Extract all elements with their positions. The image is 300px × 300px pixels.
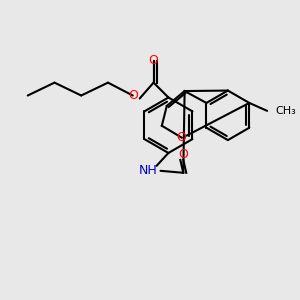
Text: O: O — [177, 131, 187, 144]
Text: O: O — [148, 54, 158, 67]
Text: O: O — [178, 148, 188, 161]
Text: CH₃: CH₃ — [275, 106, 296, 116]
Text: O: O — [128, 89, 138, 102]
Text: NH: NH — [139, 164, 158, 177]
